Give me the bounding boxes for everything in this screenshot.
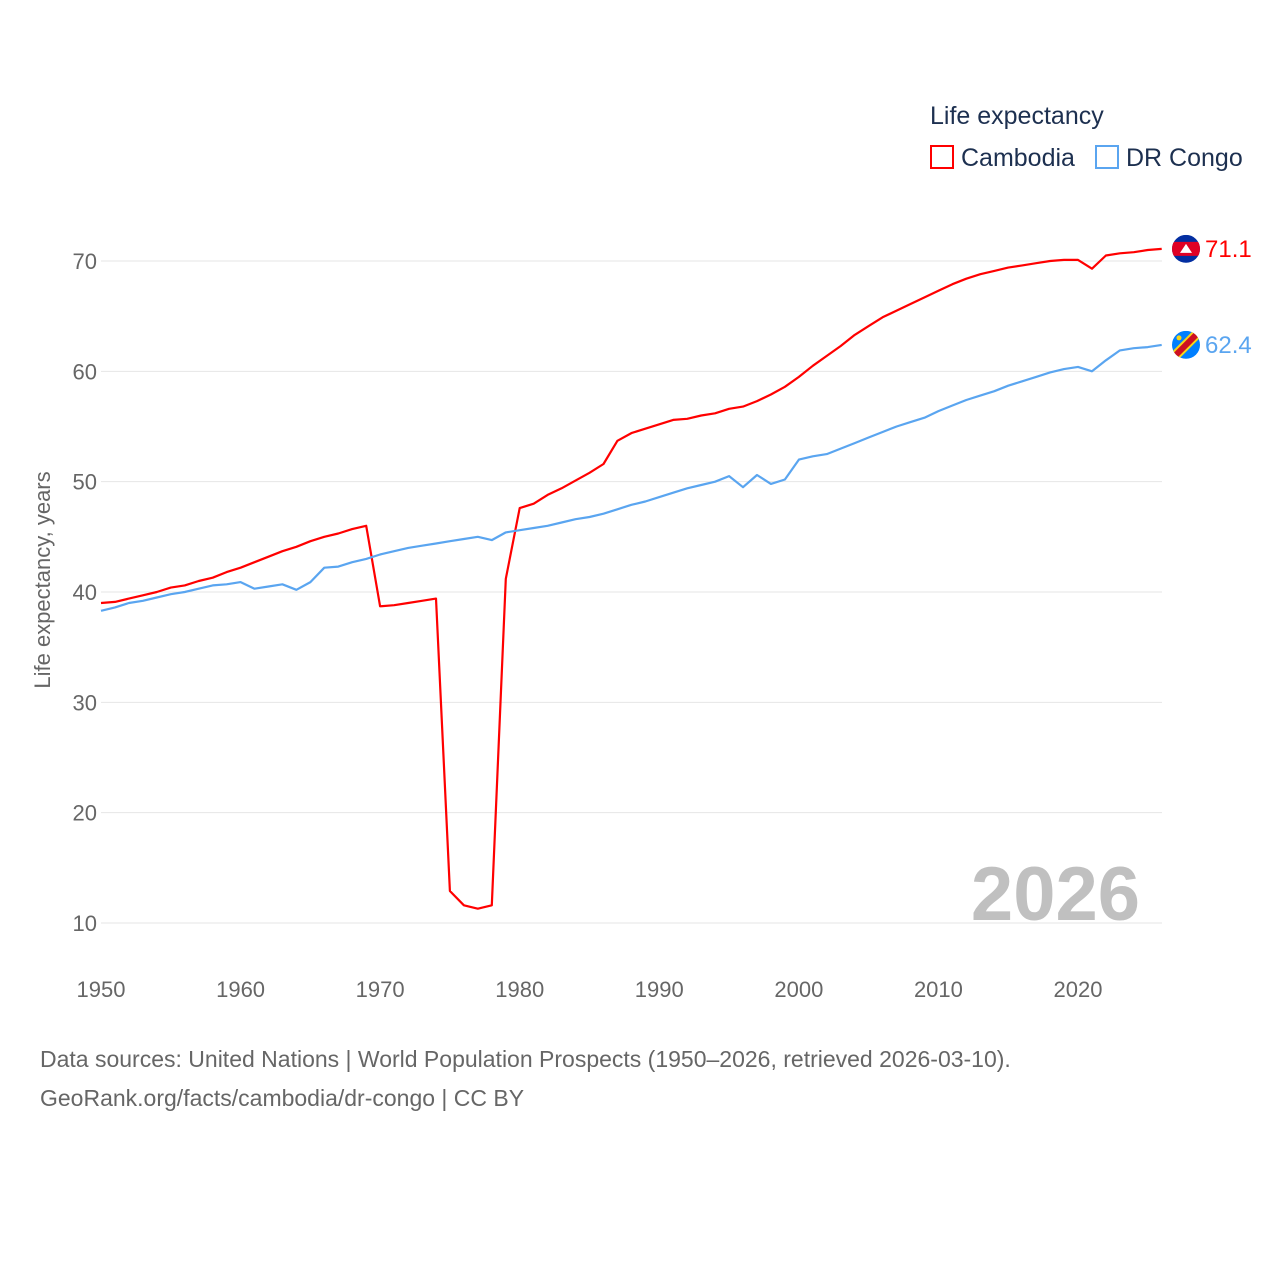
x-tick-label: 2000 [774,977,823,1002]
series-line-dr-congo[interactable] [100,343,1162,612]
legend-label-cambodia[interactable]: Cambodia [961,144,1075,172]
y-axis-label: Life expectancy, years [30,471,55,688]
y-tick-label: 50 [73,470,97,495]
legend-swatch-dr-congo[interactable] [1095,145,1119,169]
y-tick-label: 70 [73,249,97,274]
legend-title: Life expectancy [930,102,1104,130]
legend-swatch-cambodia[interactable] [930,145,954,169]
x-tick-label: 1950 [77,977,126,1002]
year-watermark: 2026 [971,852,1140,937]
dr-congo-flag-icon [1172,330,1200,359]
source-link[interactable]: GeoRank.org/facts/cambodia/dr-congo | CC… [40,1085,525,1111]
legend: Life expectancy Cambodia DR Congo [930,102,1243,172]
end-value-label: 62.4 [1205,332,1252,359]
y-tick-label: 60 [73,359,97,384]
source-note: Data sources: United Nations | World Pop… [40,1046,1011,1072]
y-tick-label: 10 [73,911,97,936]
x-tick-label: 2020 [1054,977,1103,1002]
legend-label-dr-congo[interactable]: DR Congo [1126,144,1243,172]
y-tick-label: 20 [73,801,97,826]
y-tick-label: 30 [73,690,97,715]
end-value-label: 71.1 [1205,236,1252,263]
x-tick-label: 1960 [216,977,265,1002]
y-tick-label: 40 [73,580,97,605]
x-tick-label: 2010 [914,977,963,1002]
x-tick-label: 1980 [495,977,544,1002]
x-tick-label: 1990 [635,977,684,1002]
x-tick-label: 1970 [356,977,405,1002]
cambodia-flag-icon [1172,234,1200,263]
series-line-cambodia[interactable] [100,247,1162,910]
